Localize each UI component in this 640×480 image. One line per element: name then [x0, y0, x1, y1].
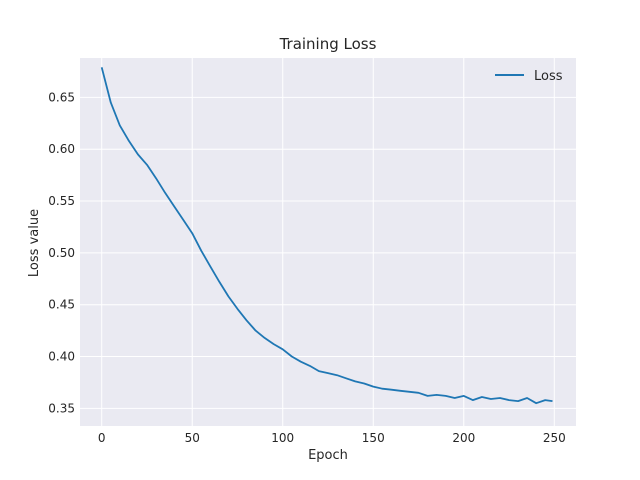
x-tick-label: 50	[185, 431, 200, 445]
y-tick-label: 0.45	[48, 298, 75, 312]
x-tick-label: 100	[271, 431, 294, 445]
x-tick-label: 150	[362, 431, 385, 445]
x-axis-label: Epoch	[308, 448, 348, 463]
y-tick-label: 0.40	[48, 350, 75, 364]
legend: Loss	[495, 69, 563, 84]
y-tick-label: 0.55	[48, 194, 75, 208]
y-tick-label: 0.35	[48, 401, 75, 415]
y-tick-label: 0.50	[48, 246, 75, 260]
x-tick-label: 200	[452, 431, 475, 445]
x-gridlines	[101, 58, 555, 426]
chart-title: Training Loss	[279, 35, 377, 53]
y-axis-label: Loss value	[27, 209, 42, 277]
series-line-loss	[100, 67, 553, 405]
y-tick-label: 0.60	[48, 142, 75, 156]
y-tick-labels: 0.35 0.40 0.45 0.50 0.55 0.60 0.65	[48, 90, 75, 415]
x-tick-label: 0	[98, 431, 106, 445]
plot-area	[80, 58, 576, 426]
legend-label-loss: Loss	[534, 69, 563, 84]
x-tick-labels: 0 50 100 150 200 250	[98, 431, 566, 445]
x-tick-label: 250	[543, 431, 566, 445]
y-tick-label: 0.65	[48, 90, 75, 104]
y-gridlines	[80, 96, 576, 409]
series-group	[100, 67, 553, 405]
